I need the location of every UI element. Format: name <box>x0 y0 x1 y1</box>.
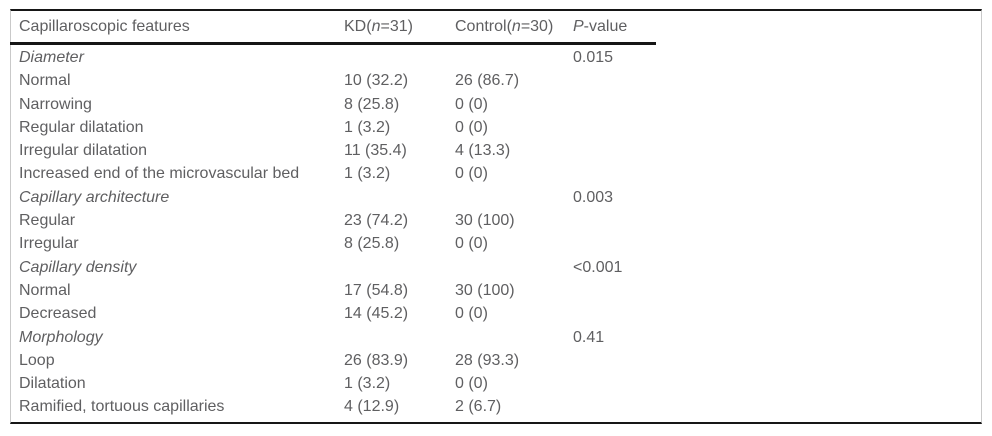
control-cell: 0 (0) <box>455 235 488 253</box>
kd-cell: 17 (54.8) <box>344 281 409 299</box>
kd-cell: 8 (25.8) <box>344 235 400 253</box>
feature-cell: Normal <box>19 72 71 90</box>
pvalue-column-header: P-value <box>573 11 627 42</box>
table-row: Loop 26 (83.9) 28 (93.3) <box>11 349 981 372</box>
kd-cell: 10 (32.2) <box>344 72 409 90</box>
control-header-n-italic: n <box>511 18 521 35</box>
control-cell: 0 (0) <box>455 118 488 136</box>
table-rows: Diameter 0.015 Normal 10 (32.2) 26 (86.7) Nar… <box>11 45 981 419</box>
table-row: Decreased 14 (45.2) 0 (0) <box>11 302 981 325</box>
control-cell: 28 (93.3) <box>455 351 520 369</box>
table-row: Dilatation 1 (3.2) 0 (0) <box>11 372 981 395</box>
pvalue-cell: 0.003 <box>573 188 614 206</box>
feature-cell: Regular dilatation <box>19 118 144 136</box>
control-cell: 0 (0) <box>455 375 488 393</box>
control-cell: 26 (86.7) <box>455 72 520 90</box>
table-row: Irregular 8 (25.8) 0 (0) <box>11 232 981 255</box>
feature-cell: Capillary density <box>19 258 137 276</box>
feature-cell: Irregular <box>19 235 79 253</box>
table-row: Narrowing 8 (25.8) 0 (0) <box>11 93 981 116</box>
kd-column-header: KD(n=31) <box>344 11 413 42</box>
feature-cell: Morphology <box>19 328 103 346</box>
feature-cell: Capillary architecture <box>19 188 170 206</box>
section-row: Diameter 0.015 <box>11 46 981 69</box>
control-header-suffix: =30) <box>520 18 554 35</box>
feature-cell: Loop <box>19 351 55 369</box>
table-row: Regular 23 (74.2) 30 (100) <box>11 209 981 232</box>
feature-cell: Irregular dilatation <box>19 142 148 160</box>
kd-header-prefix: KD( <box>344 18 372 35</box>
table-row: Increased end of the microvascular bed 1 … <box>11 162 981 185</box>
kd-cell: 14 (45.2) <box>344 305 409 323</box>
table-row: Regular dilatation 1 (3.2) 0 (0) <box>11 116 981 139</box>
kd-header-suffix: =31) <box>380 18 413 35</box>
kd-cell: 1 (3.2) <box>344 118 391 136</box>
control-cell: 0 (0) <box>455 305 488 323</box>
feature-cell: Ramified, tortuous capillaries <box>19 398 225 416</box>
kd-cell: 11 (35.4) <box>344 142 407 160</box>
table-row: Irregular dilatation 11 (35.4) 4 (13.3) <box>11 139 981 162</box>
feature-cell: Narrowing <box>19 95 92 113</box>
kd-cell: 4 (12.9) <box>344 398 400 416</box>
pvalue-header-suffix: -value <box>583 18 628 35</box>
table-frame: Capillaroscopic features KD(n=31) Contro… <box>10 9 982 424</box>
control-cell: 0 (0) <box>455 95 488 113</box>
pvalue-header-p-italic: P <box>573 18 584 35</box>
feature-cell: Dilatation <box>19 375 86 393</box>
table-row: Ramified, tortuous capillaries 4 (12.9) 2 … <box>11 395 981 418</box>
control-cell: 0 (0) <box>455 165 488 183</box>
pvalue-cell: 0.015 <box>573 49 614 66</box>
kd-cell: 8 (25.8) <box>344 95 400 113</box>
kd-cell: 26 (83.9) <box>344 351 409 369</box>
control-cell: 2 (6.7) <box>455 398 502 416</box>
control-cell: 30 (100) <box>455 212 515 230</box>
feature-cell: Increased end of the microvascular bed <box>19 165 300 183</box>
feature-cell: Diameter <box>19 49 84 66</box>
pvalue-cell: 0.41 <box>573 328 605 346</box>
feature-cell: Normal <box>19 281 71 299</box>
table-row: Normal 17 (54.8) 30 (100) <box>11 279 981 302</box>
kd-cell: 23 (74.2) <box>344 212 409 230</box>
kd-cell: 1 (3.2) <box>344 165 391 183</box>
features-column-header: Capillaroscopic features <box>19 18 190 35</box>
table-row: Normal 10 (32.2) 26 (86.7) <box>11 69 981 92</box>
section-row: Capillary architecture 0.003 <box>11 186 981 209</box>
control-cell: 4 (13.3) <box>455 142 511 160</box>
control-cell: 30 (100) <box>455 281 515 299</box>
control-header-prefix: Control( <box>455 18 512 35</box>
kd-cell: 1 (3.2) <box>344 375 391 393</box>
pvalue-cell: <0.001 <box>573 258 623 276</box>
section-row: Capillary density <0.001 <box>11 256 981 279</box>
kd-header-n-italic: n <box>371 18 381 35</box>
feature-cell: Decreased <box>19 305 97 323</box>
feature-cell: Regular <box>19 212 76 230</box>
header-rule <box>10 42 656 45</box>
table-header-row: Capillaroscopic features KD(n=31) Contro… <box>11 11 981 42</box>
section-row: Morphology 0.41 <box>11 326 981 349</box>
control-column-header: Control(n=30) <box>455 11 553 42</box>
